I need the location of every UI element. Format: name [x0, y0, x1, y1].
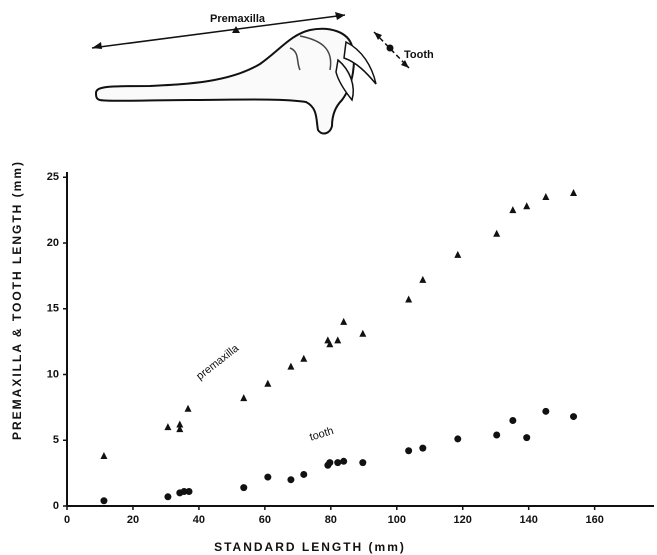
circle-point: [180, 488, 188, 496]
x-tick-label: 160: [585, 514, 603, 526]
annotation: premaxilla: [194, 342, 242, 383]
teeth: [335, 40, 377, 102]
premaxilla-arrow: [91, 14, 346, 49]
y-tick-label: 25: [47, 171, 59, 183]
circle-point: [264, 473, 272, 481]
circle-point: [405, 447, 413, 455]
circle-point: [493, 431, 501, 439]
illustration: Premaxilla Tooth: [91, 12, 434, 135]
circle-point: [240, 484, 248, 492]
bone-detail: [289, 35, 332, 71]
circle-point: [454, 435, 462, 443]
circle-point: [509, 417, 517, 425]
circle-point: [100, 497, 108, 505]
triangle-point: [493, 229, 501, 237]
triangle-point: [405, 295, 413, 303]
x-tick-label: 20: [127, 514, 139, 526]
x-tick-label: 120: [454, 514, 472, 526]
triangle-point: [164, 423, 172, 431]
circle-point: [340, 457, 348, 465]
triangle-point: [523, 202, 531, 210]
x-axis-label: STANDARD LENGTH (mm): [214, 540, 406, 554]
x-tick-label: 0: [64, 514, 70, 526]
tooth-marker: [386, 44, 394, 52]
triangle-point: [454, 250, 462, 258]
triangle-point: [419, 275, 427, 283]
y-tick-label: 20: [47, 237, 59, 249]
circle-point: [419, 444, 427, 452]
y-tick-label: 15: [47, 303, 59, 315]
triangle-point: [184, 404, 192, 412]
y-axis-label: PREMAXILLA & TOOTH LENGTH (mm): [10, 160, 24, 440]
triangle-point: [326, 340, 334, 348]
circle-point: [523, 434, 531, 442]
circle-point: [185, 488, 193, 496]
triangle-point: [100, 452, 108, 460]
bone: [94, 27, 355, 135]
circle-point: [300, 470, 308, 478]
x-tick-label: 40: [193, 514, 205, 526]
x-tick-label: 140: [520, 514, 538, 526]
annotation: tooth: [308, 425, 335, 444]
triangle-point: [340, 317, 348, 325]
premaxilla-marker: [232, 26, 240, 33]
circle-point: [359, 459, 367, 467]
triangle-point: [287, 362, 295, 370]
circle-point: [570, 413, 578, 421]
tooth-label: Tooth: [404, 49, 434, 61]
x-tick-label: 60: [259, 514, 271, 526]
triangle-point: [334, 336, 342, 344]
y-tick-label: 0: [53, 500, 59, 512]
circle-point: [326, 459, 334, 467]
x-tick-label: 80: [325, 514, 337, 526]
circle-point: [542, 407, 550, 415]
circle-point: [287, 476, 295, 484]
y-tick-label: 5: [53, 434, 59, 446]
triangle-point: [176, 420, 184, 428]
triangle-point: [509, 206, 517, 214]
circle-point: [164, 493, 172, 501]
triangle-point: [176, 425, 184, 433]
triangle-point: [240, 394, 248, 402]
triangle-point: [264, 379, 272, 387]
triangle-point: [570, 189, 578, 197]
triangle-point: [300, 354, 308, 362]
triangle-point: [359, 329, 367, 337]
circle-point: [334, 459, 342, 467]
y-tick-label: 10: [47, 368, 59, 380]
premaxilla-label: Premaxilla: [210, 13, 266, 25]
x-tick-label: 100: [388, 514, 406, 526]
triangle-point: [542, 192, 550, 200]
arrowheads: [374, 32, 409, 68]
